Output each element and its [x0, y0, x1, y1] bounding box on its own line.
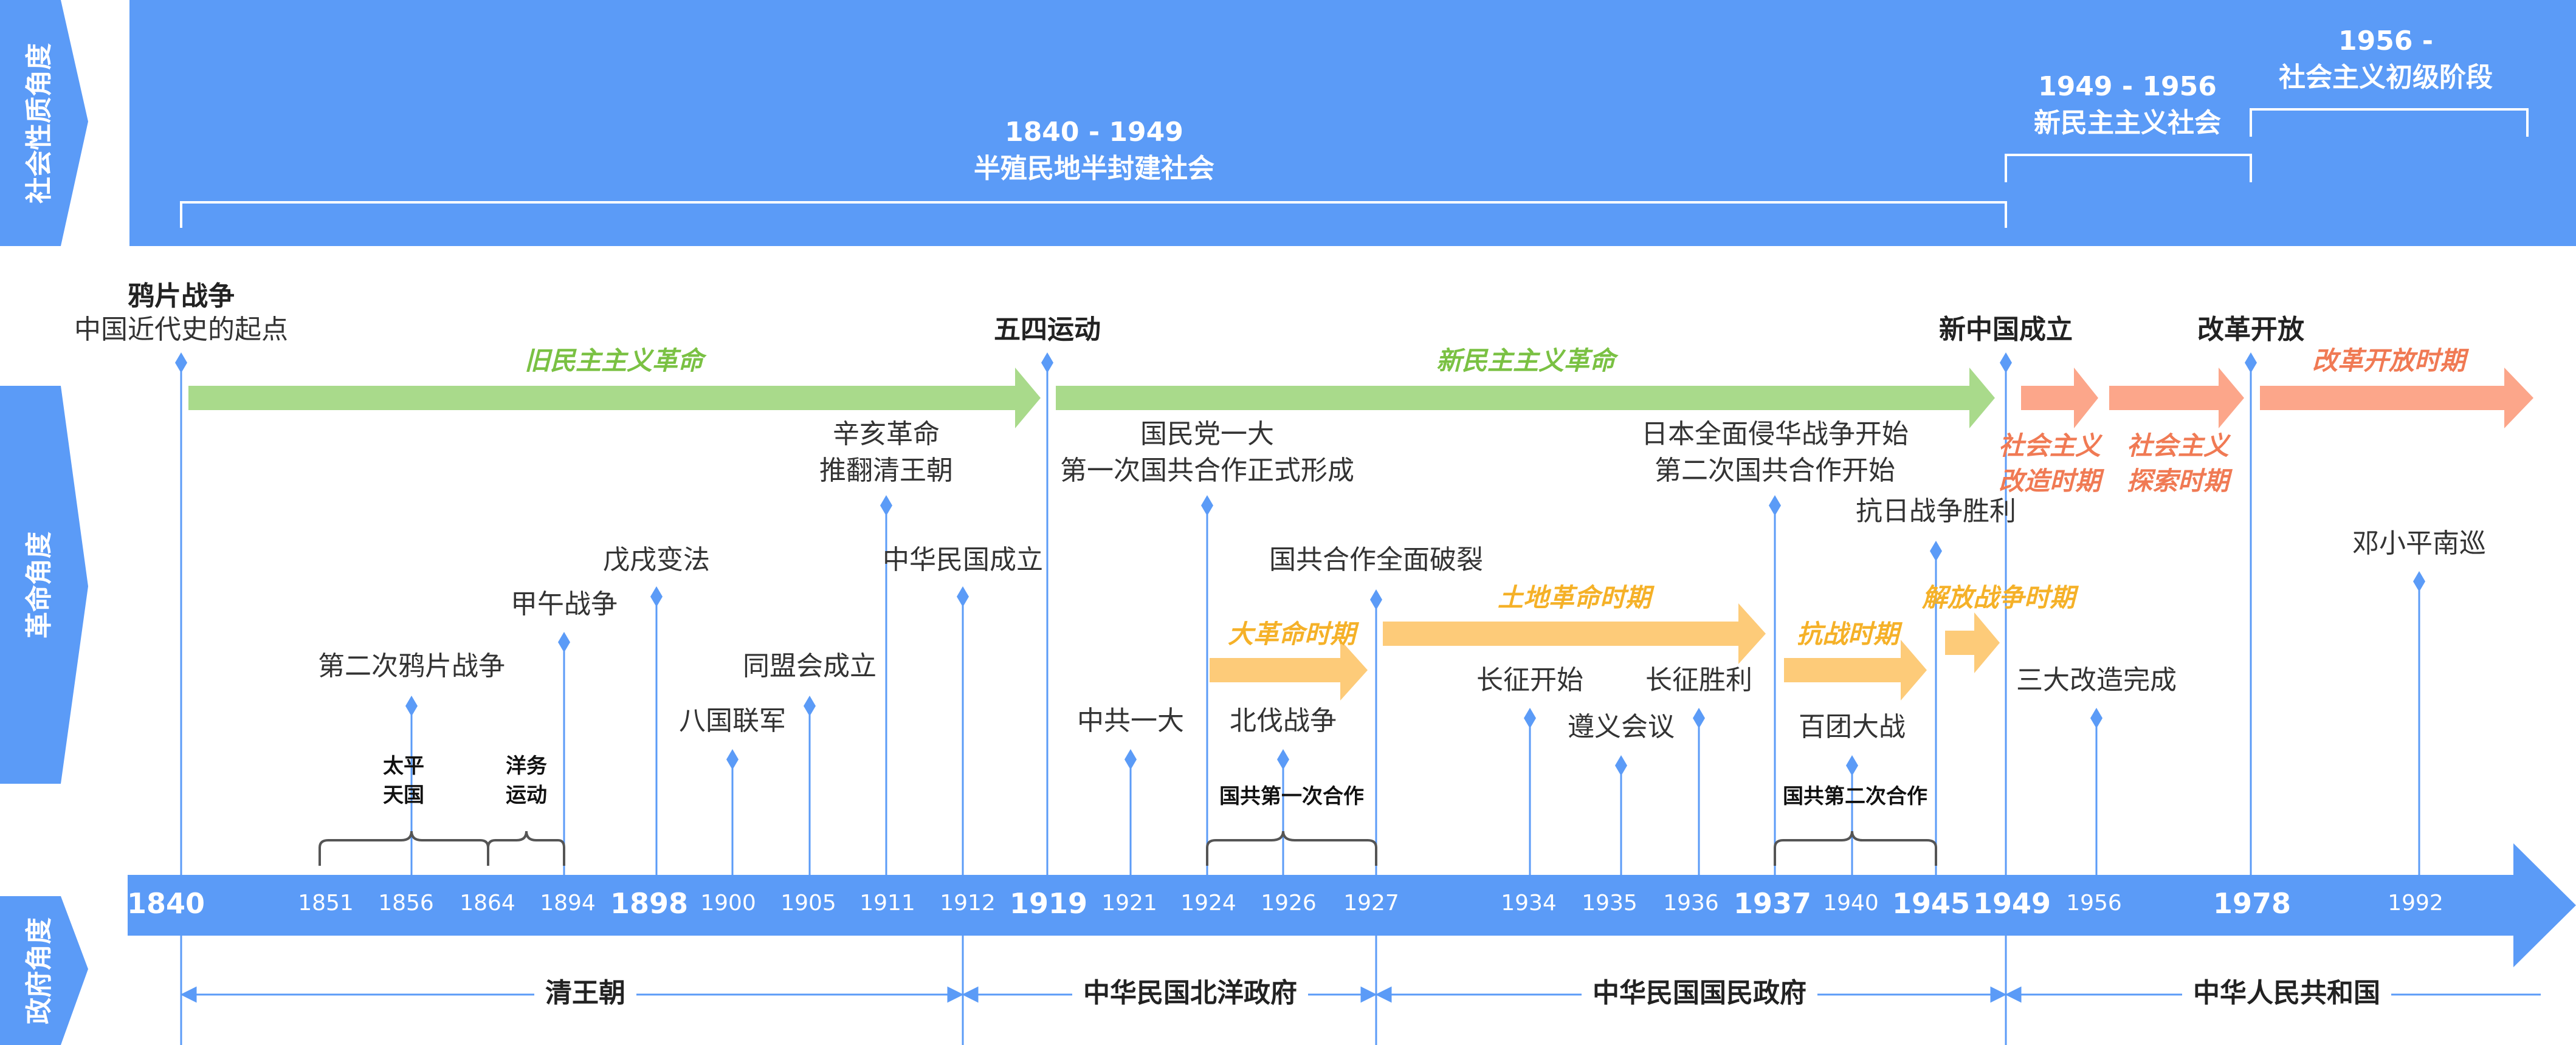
event-coop-split: 国共合作全面破裂	[1269, 544, 1483, 575]
year-label: 1912	[940, 891, 996, 916]
year-label: 1936	[1663, 891, 1719, 916]
era-liberation: 解放战争时期	[1921, 583, 2076, 612]
era-anti-japanese: 抗战时期	[1796, 619, 1899, 649]
event-wuxu-reform: 戊戌变法	[603, 544, 710, 575]
government-perspective-label: 政府角度	[24, 917, 55, 1024]
period-new-democratic: 1949 - 1956 新民主主义社会	[2034, 71, 2221, 139]
event-may-fourth: 五四运动	[994, 314, 1101, 345]
event-roc-founded: 中华民国成立	[883, 544, 1043, 575]
year-label: 1856	[378, 891, 434, 916]
year-label: 1898	[610, 887, 689, 920]
revolution-perspective-label: 革命角度	[24, 531, 55, 639]
year-label: 1937	[1733, 887, 1812, 920]
event-long-march-start: 长征开始	[1476, 665, 1583, 696]
event-ccp-congress: 中共一大	[1077, 705, 1184, 736]
year-label: 1894	[540, 891, 596, 916]
liberation-arrow	[1945, 612, 2000, 673]
taiping-brace	[319, 831, 489, 866]
event-kmt-congress: 国民党一大 第一次国共合作正式形成	[1060, 419, 1354, 486]
new-democratic-arrow	[1056, 368, 1995, 428]
year-label: 1919	[1009, 887, 1088, 920]
label-yangwu: 洋务 运动	[506, 754, 547, 807]
period-bracket-1949-1956	[2005, 154, 2252, 182]
year-label: 1927	[1343, 891, 1399, 916]
year-label: 1935	[1582, 891, 1638, 916]
revolution-side-arrow	[0, 386, 88, 784]
year-label: 1924	[1180, 891, 1236, 916]
event-xinhai-revolution: 辛亥革命 推翻清王朝	[819, 419, 953, 486]
event-victory: 抗日战争胜利	[1856, 496, 2016, 527]
event-three-transform: 三大改造完成	[2016, 665, 2177, 696]
reform-era-arrow	[2260, 368, 2533, 428]
event-new-china: 新中国成立	[1939, 314, 2073, 345]
era-new-democratic: 新民主主义革命	[1436, 346, 1616, 375]
socialist-explore-arrow	[2109, 368, 2244, 428]
year-label: 1900	[700, 891, 756, 916]
old-democratic-arrow	[188, 368, 1041, 428]
year-label: 1940	[1823, 891, 1879, 916]
socialist-transform-arrow	[2021, 368, 2098, 428]
year-label: 1992	[2388, 891, 2443, 916]
year-label: 1926	[1261, 891, 1317, 916]
event-long-march-end: 长征胜利	[1645, 665, 1752, 696]
year-label: 1840	[126, 887, 205, 920]
label-second-coop: 国共第二次合作	[1783, 784, 1927, 809]
second-coop-brace	[1774, 831, 1937, 866]
event-hundred-regiments: 百团大战	[1799, 711, 1906, 742]
event-zunyi: 遵义会议	[1568, 711, 1675, 742]
year-label: 1949	[1972, 887, 2051, 920]
year-label: 1921	[1101, 891, 1157, 916]
event-sino-japanese-war: 甲午战争	[511, 589, 618, 620]
anti-japanese-arrow	[1784, 640, 1927, 701]
event-second-opium-war: 第二次鸦片战争	[318, 651, 505, 682]
yangwu-brace	[487, 831, 565, 866]
event-reform-opening: 改革开放	[2197, 314, 2304, 345]
year-label: 1851	[298, 891, 354, 916]
great-revolution-arrow	[1210, 640, 1368, 701]
label-taiping: 太平 天国	[383, 754, 424, 807]
gov-prc: 中华人民共和国	[2182, 975, 2391, 1012]
year-label: 1905	[780, 891, 836, 916]
era-land-revolution: 土地革命时期	[1497, 583, 1651, 612]
period-socialist-primary: 1956 - 社会主义初级阶段	[2279, 26, 2493, 93]
year-label: 1934	[1501, 891, 1557, 916]
year-label: 1978	[2213, 887, 2292, 920]
event-opium-war: 鸦片战争	[128, 281, 235, 312]
era-socialist-explore: 社会主义 探索时期	[2126, 431, 2230, 496]
event-tongmenghui: 同盟会成立	[743, 651, 876, 682]
era-old-democratic: 旧民主主义革命	[524, 346, 704, 375]
era-reform: 改革开放时期	[2312, 346, 2466, 375]
label-first-coop: 国共第一次合作	[1219, 784, 1364, 809]
event-deng-south: 邓小平南巡	[2352, 528, 2486, 559]
event-eight-nation: 八国联军	[679, 705, 786, 736]
gov-nationalist: 中华民国国民政府	[1582, 975, 1817, 1012]
event-full-invasion: 日本全面侵华战争开始 第二次国共合作开始	[1641, 419, 1909, 486]
year-label: 1956	[2066, 891, 2122, 916]
government-side-arrow	[0, 896, 88, 1045]
event-northern-expedition: 北伐战争	[1230, 705, 1337, 736]
event-opium-war-sub: 中国近代史的起点	[74, 314, 288, 345]
gov-beiyang: 中华民国北洋政府	[1072, 975, 1308, 1012]
period-bracket-1840-1949	[180, 201, 2007, 228]
year-label: 1945	[1892, 887, 1971, 920]
era-great-revolution: 大革命时期	[1227, 619, 1356, 649]
period-semi-colonial: 1840 - 1949 半殖民地半封建社会	[974, 117, 1214, 184]
era-socialist-transform: 社会主义 改造时期	[1998, 431, 2101, 496]
first-coop-brace	[1206, 831, 1377, 866]
society-side-arrow	[0, 0, 88, 246]
timeline-axis	[128, 843, 2576, 967]
society-band	[129, 0, 2576, 246]
year-label: 1911	[859, 891, 915, 916]
land-revolution-arrow	[1383, 603, 1766, 664]
society-perspective-label: 社会性质角度	[24, 43, 55, 204]
year-label: 1864	[460, 891, 515, 916]
period-bracket-1956	[2250, 108, 2529, 137]
gov-qing: 清王朝	[534, 975, 636, 1012]
